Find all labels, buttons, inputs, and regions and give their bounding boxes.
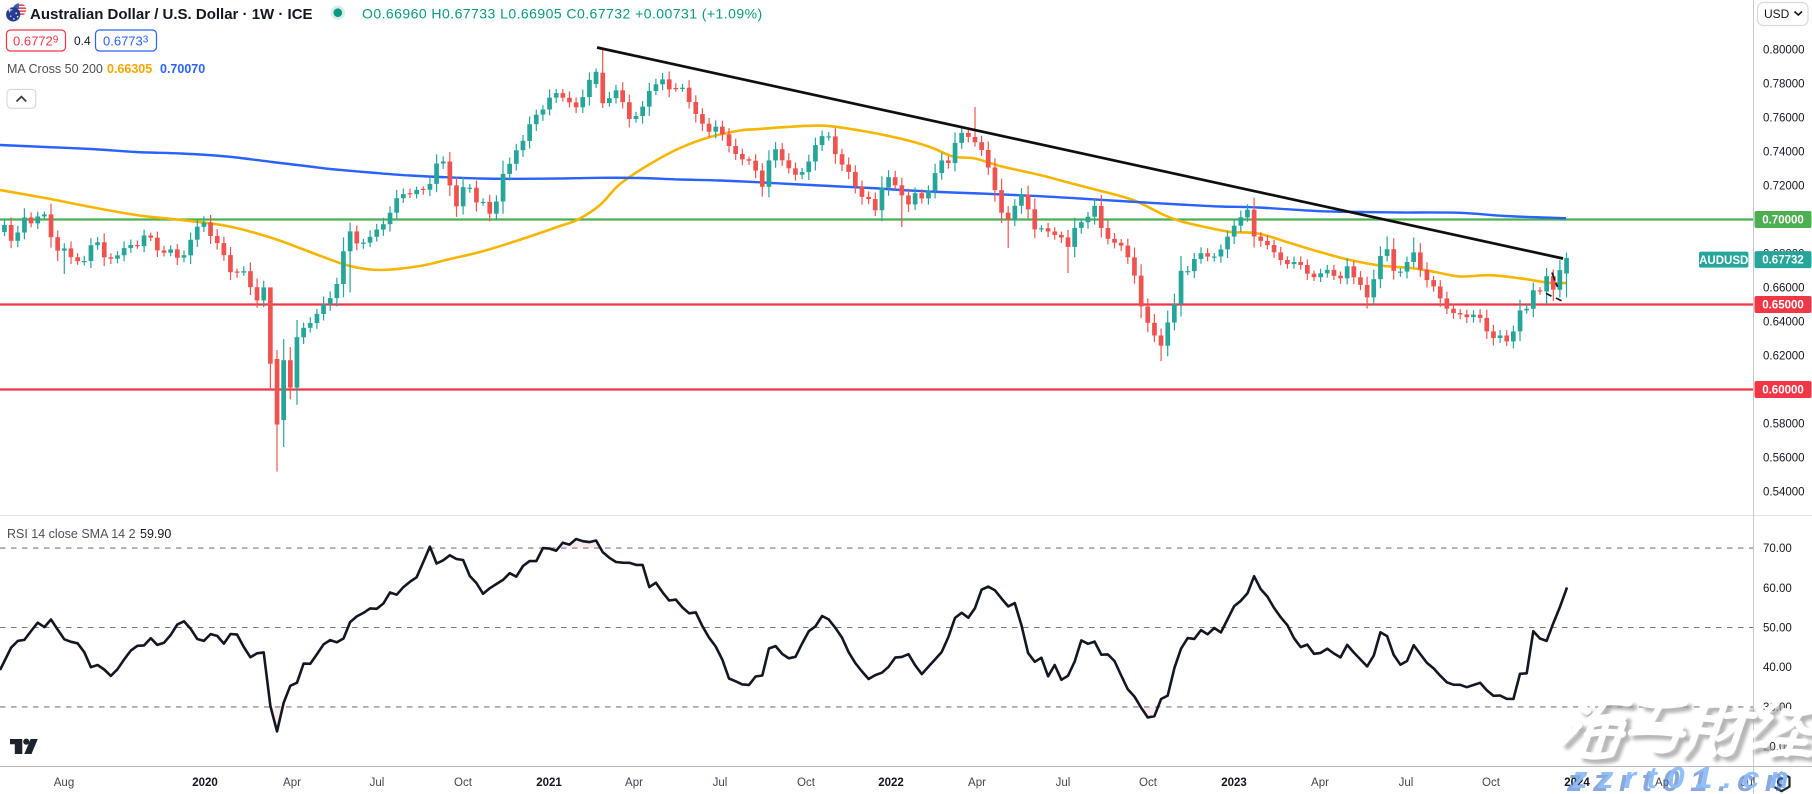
svg-text:0.66305: 0.66305 bbox=[107, 62, 152, 76]
svg-text:2024: 2024 bbox=[1564, 777, 1590, 789]
svg-text:Apr: Apr bbox=[1655, 777, 1673, 789]
svg-text:0.70000: 0.70000 bbox=[1762, 215, 1804, 227]
svg-text:MA Cross 50 200: MA Cross 50 200 bbox=[7, 62, 103, 76]
svg-text:Jul: Jul bbox=[713, 777, 728, 789]
svg-text:2020: 2020 bbox=[192, 777, 218, 789]
svg-text:zzrt01.cn: zzrt01.cn bbox=[1566, 763, 1794, 794]
svg-text:Jul: Jul bbox=[1399, 777, 1414, 789]
svg-text:0.66000: 0.66000 bbox=[1763, 283, 1805, 295]
svg-text:0.60000: 0.60000 bbox=[1762, 385, 1804, 397]
svg-text:0.76000: 0.76000 bbox=[1763, 113, 1805, 125]
svg-text:Jul: Jul bbox=[370, 777, 385, 789]
svg-text:0.80000: 0.80000 bbox=[1763, 45, 1805, 57]
svg-text:60.00: 60.00 bbox=[1763, 583, 1792, 595]
svg-text:0.67733: 0.67733 bbox=[103, 34, 149, 49]
svg-text:Oct: Oct bbox=[1482, 777, 1501, 789]
svg-text:Jul: Jul bbox=[1056, 777, 1071, 789]
svg-text:Apr: Apr bbox=[283, 777, 301, 789]
svg-text:Australian Dollar / U.S. Dolla: Australian Dollar / U.S. Dollar · 1W · I… bbox=[30, 6, 313, 23]
svg-text:Oct: Oct bbox=[454, 777, 473, 789]
svg-text:50.00: 50.00 bbox=[1763, 623, 1792, 635]
svg-text:0.65000: 0.65000 bbox=[1762, 300, 1804, 312]
svg-text:0.54000: 0.54000 bbox=[1763, 487, 1805, 499]
svg-text:0.74000: 0.74000 bbox=[1763, 147, 1805, 159]
svg-text:40.00: 40.00 bbox=[1763, 662, 1792, 674]
svg-text:0.62000: 0.62000 bbox=[1763, 351, 1805, 363]
svg-text:0.78000: 0.78000 bbox=[1763, 79, 1805, 91]
svg-text:O0.66960 H0.67733 L0.66905 C0.: O0.66960 H0.67733 L0.66905 C0.67732 +0.0… bbox=[362, 6, 763, 22]
svg-text:AUDUSD: AUDUSD bbox=[1699, 255, 1748, 267]
svg-text:RSI 14 close SMA 14 2: RSI 14 close SMA 14 2 bbox=[7, 527, 136, 541]
svg-text:0.58000: 0.58000 bbox=[1763, 419, 1805, 431]
svg-text:0.70070: 0.70070 bbox=[160, 62, 205, 76]
svg-text:Apr: Apr bbox=[625, 777, 643, 789]
svg-text:0.67732: 0.67732 bbox=[1762, 255, 1804, 267]
svg-text:Apr: Apr bbox=[1311, 777, 1329, 789]
svg-text:Aug: Aug bbox=[54, 777, 74, 789]
svg-text:0.67729: 0.67729 bbox=[13, 34, 59, 49]
svg-text:0.56000: 0.56000 bbox=[1763, 453, 1805, 465]
svg-text:70.00: 70.00 bbox=[1763, 543, 1792, 555]
svg-text:zzrt01.cn: zzrt01.cn bbox=[1571, 760, 1799, 794]
svg-text:Oct: Oct bbox=[1139, 777, 1158, 789]
svg-text:Oct: Oct bbox=[797, 777, 816, 789]
svg-text:59.90: 59.90 bbox=[140, 527, 171, 541]
svg-text:2021: 2021 bbox=[536, 777, 562, 789]
svg-text:Apr: Apr bbox=[968, 777, 986, 789]
svg-text:0.72000: 0.72000 bbox=[1763, 181, 1805, 193]
svg-text:USD: USD bbox=[1764, 7, 1790, 21]
svg-text:Jul: Jul bbox=[1741, 777, 1756, 789]
svg-text:2022: 2022 bbox=[878, 777, 904, 789]
svg-text:2023: 2023 bbox=[1221, 777, 1247, 789]
svg-text:0.4: 0.4 bbox=[74, 34, 91, 48]
svg-text:0.64000: 0.64000 bbox=[1763, 317, 1805, 329]
